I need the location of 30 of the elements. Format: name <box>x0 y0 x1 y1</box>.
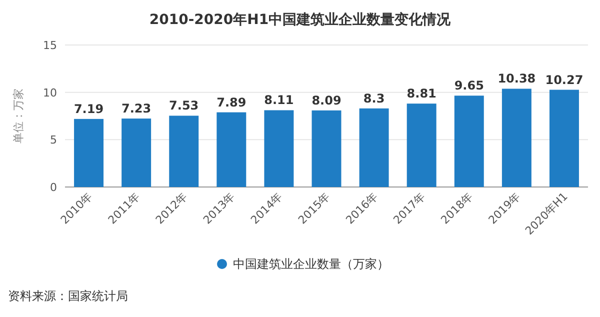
bar <box>169 116 199 187</box>
bar <box>359 108 389 187</box>
y-tick-label: 5 <box>50 134 57 147</box>
chart-title: 2010-2020年H1中国建筑业企业数量变化情况 <box>149 11 452 28</box>
bar <box>549 90 579 187</box>
bar <box>216 112 246 187</box>
data-label: 7.19 <box>74 102 104 116</box>
y-tick-label: 10 <box>43 86 57 100</box>
y-tick-label: 15 <box>43 39 57 52</box>
legend: 中国建筑业企业数量（万家） <box>217 257 389 271</box>
y-tick-label: 0 <box>50 181 57 194</box>
bar <box>454 96 484 187</box>
text: 资料来源：国家统计局 <box>8 289 128 303</box>
data-label: 8.3 <box>363 91 385 106</box>
data-label: 7.89 <box>216 95 246 110</box>
data-label: 8.81 <box>406 86 436 101</box>
data-label: 8.09 <box>312 93 342 108</box>
bar <box>74 118 104 187</box>
data-label: 9.65 <box>454 78 484 93</box>
bar <box>264 110 294 187</box>
bar <box>502 88 532 187</box>
bar <box>122 118 152 187</box>
data-label: 7.23 <box>122 102 152 116</box>
data-label: 7.53 <box>169 98 199 113</box>
data-label: 10.38 <box>498 72 536 86</box>
data-label: 10.27 <box>545 72 584 87</box>
bar <box>406 104 436 187</box>
y-axis-title: 单位：万家 <box>12 88 25 144</box>
bar <box>312 110 342 187</box>
data-label: 8.11 <box>264 93 294 108</box>
